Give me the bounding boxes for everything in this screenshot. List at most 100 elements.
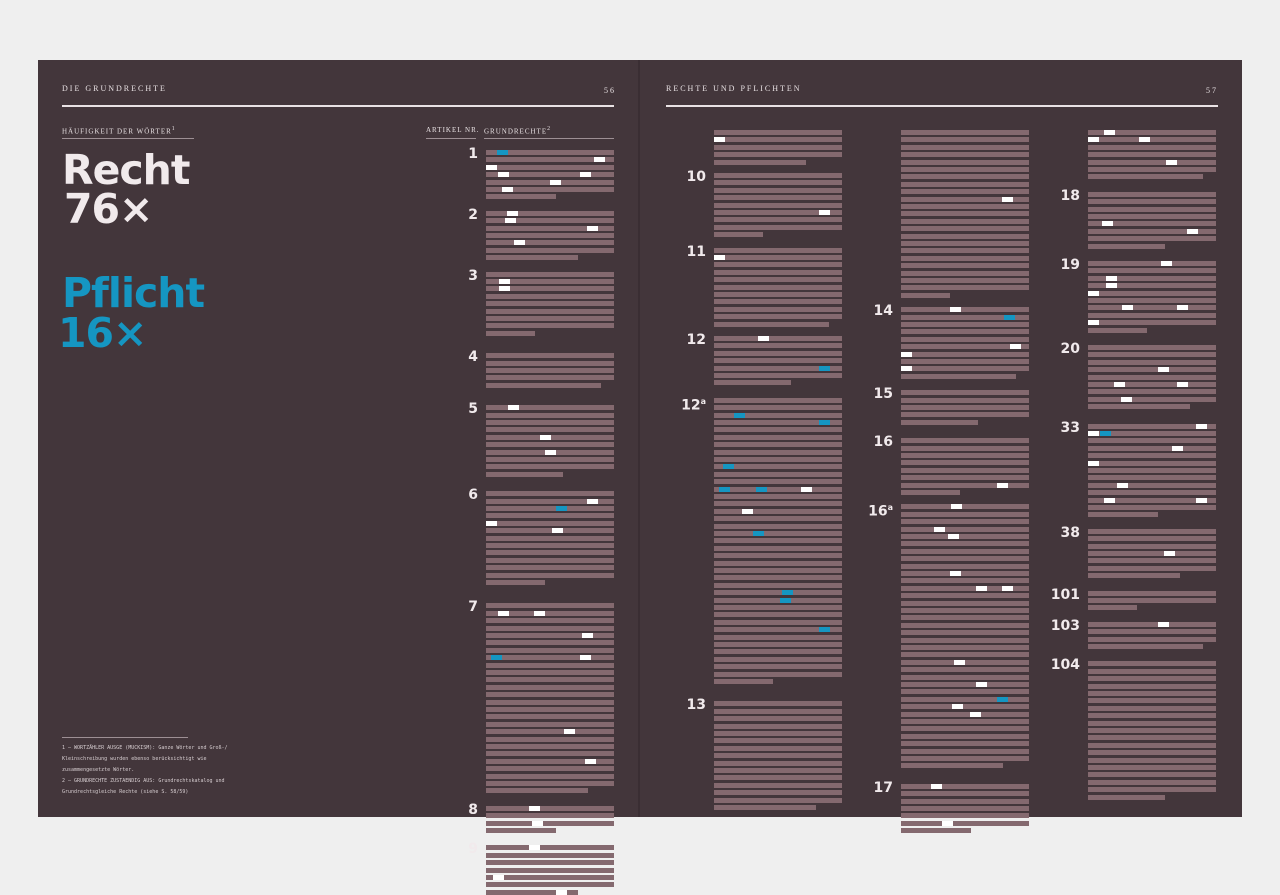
text-line xyxy=(486,247,614,253)
text-line xyxy=(901,270,1029,276)
recht-occurrence-mark xyxy=(997,482,1008,488)
recht-occurrence-mark xyxy=(1196,497,1207,503)
text-line xyxy=(1088,423,1216,429)
text-line xyxy=(901,682,1029,687)
text-line xyxy=(486,412,614,418)
text-line xyxy=(901,733,1029,739)
text-line xyxy=(901,211,1029,217)
text-line xyxy=(714,152,842,158)
text-line xyxy=(1088,536,1216,542)
recht-occurrence-mark xyxy=(1088,460,1099,466)
text-line xyxy=(486,820,614,826)
text-line xyxy=(1088,750,1216,756)
text-line xyxy=(486,852,614,858)
text-line xyxy=(486,420,614,425)
text-line xyxy=(486,580,545,585)
text-line xyxy=(901,390,1029,396)
text-line xyxy=(486,670,614,675)
text-line xyxy=(1088,644,1203,649)
recht-occurrence-mark xyxy=(1106,275,1117,281)
recht-occurrence-mark xyxy=(532,820,543,826)
recht-occurrence-mark xyxy=(498,172,509,178)
article-number-suffix: a xyxy=(700,396,706,406)
pflicht-occurrence-mark xyxy=(556,506,567,511)
text-line xyxy=(486,655,614,661)
text-line xyxy=(486,788,588,794)
recht-word: Recht xyxy=(62,146,190,194)
text-line xyxy=(901,292,950,298)
text-line xyxy=(1088,206,1216,212)
text-line xyxy=(486,150,614,155)
text-line xyxy=(486,662,614,668)
article-number: 1 xyxy=(442,146,478,162)
article-number-text: 104 xyxy=(1050,657,1080,674)
text-line xyxy=(1088,705,1216,711)
recht-occurrence-mark xyxy=(1166,159,1177,165)
text-line xyxy=(1088,352,1216,358)
text-line xyxy=(1088,573,1180,579)
text-line xyxy=(1088,327,1147,333)
text-line xyxy=(1088,445,1216,451)
text-line xyxy=(486,744,614,749)
text-line xyxy=(714,479,842,485)
text-line xyxy=(901,608,1029,613)
text-line xyxy=(486,528,614,534)
text-line xyxy=(486,293,614,299)
text-line xyxy=(901,798,1029,804)
text-line xyxy=(1088,558,1216,564)
text-line xyxy=(714,760,842,766)
text-line xyxy=(901,563,1029,569)
text-line xyxy=(1088,691,1216,696)
recht-occurrence-mark xyxy=(564,729,575,735)
text-line xyxy=(714,269,842,275)
text-line xyxy=(486,729,614,735)
recht-occurrence-mark xyxy=(1088,290,1099,296)
text-line xyxy=(901,482,1029,488)
text-line xyxy=(714,292,842,297)
text-line xyxy=(714,195,842,201)
text-line xyxy=(901,359,1029,364)
recht-occurrence-mark xyxy=(587,498,598,504)
text-line xyxy=(901,204,1029,209)
pflicht-occurrence-mark xyxy=(1004,314,1015,320)
text-line xyxy=(714,180,842,186)
text-line xyxy=(486,618,614,624)
recht-occurrence-mark xyxy=(1196,423,1207,429)
text-line xyxy=(486,828,556,833)
text-line xyxy=(901,255,1029,261)
article-number-text: 19 xyxy=(1060,257,1080,273)
recht-occurrence-mark xyxy=(1177,305,1188,311)
text-line xyxy=(901,704,1029,710)
text-line xyxy=(714,427,842,433)
text-line xyxy=(1088,497,1216,503)
text-line xyxy=(901,748,1029,754)
text-line xyxy=(486,766,614,772)
recht-occurrence-mark xyxy=(499,286,510,292)
text-line xyxy=(486,721,614,727)
recht-occurrence-mark xyxy=(951,504,962,510)
text-line xyxy=(714,605,842,610)
text-line xyxy=(486,520,614,526)
text-line xyxy=(486,353,614,359)
text-line xyxy=(901,278,1029,283)
text-line xyxy=(901,419,978,425)
text-line xyxy=(1088,389,1216,395)
article-number: 104 xyxy=(1044,657,1080,673)
text-line xyxy=(486,572,614,578)
text-line xyxy=(486,867,614,873)
recht-occurrence-mark xyxy=(486,164,497,170)
article-number: 10 xyxy=(670,169,706,185)
text-line xyxy=(901,174,1029,180)
article-number-text: 12 xyxy=(686,332,706,348)
article-number-text: 20 xyxy=(1060,341,1080,357)
text-line xyxy=(901,659,1029,665)
recht-occurrence-mark xyxy=(742,508,753,514)
pflicht-occurrence-mark xyxy=(497,150,508,155)
text-line xyxy=(901,137,1029,143)
article-number: 3 xyxy=(442,268,478,284)
text-line xyxy=(1088,431,1216,436)
recht-occurrence-mark xyxy=(819,210,830,215)
text-line xyxy=(901,756,1029,761)
recht-occurrence-mark xyxy=(508,405,519,411)
recht-occurrence-mark xyxy=(976,682,987,687)
